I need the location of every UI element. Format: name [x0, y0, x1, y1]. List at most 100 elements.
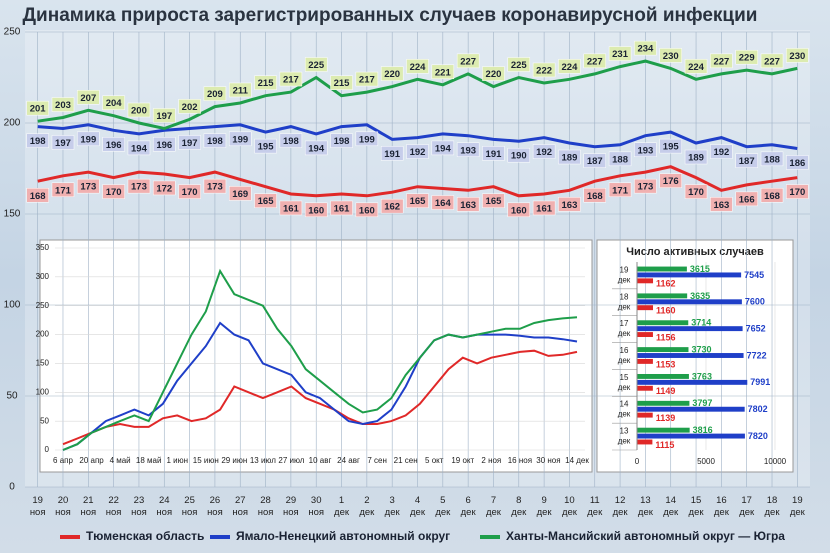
label-bg: [684, 59, 708, 74]
x-tick-label: 2 дек: [359, 495, 375, 518]
label-bg: [26, 187, 49, 203]
data-label: 188: [612, 154, 628, 165]
data-label: 197: [55, 138, 71, 149]
x-tick-label: 17 дек: [739, 495, 755, 518]
label-bg: [406, 144, 429, 159]
data-label: 209: [207, 89, 223, 100]
chart-title: Динамика прироста зарегистрированных слу…: [23, 5, 758, 26]
data-label: 230: [789, 51, 805, 62]
x-tick-label: 12 дек: [613, 495, 629, 518]
data-label: 1115: [655, 440, 674, 450]
label-bg: [735, 49, 758, 65]
data-label: 217: [359, 75, 375, 86]
bar: [637, 358, 653, 364]
label-bg: [127, 102, 151, 118]
label-bg: [26, 133, 49, 148]
data-label: 189: [562, 153, 578, 164]
label-bg: [127, 178, 151, 194]
label-bg: [355, 131, 379, 147]
data-label: 3615: [690, 264, 710, 274]
label-bg: [77, 178, 100, 194]
label-bg: [684, 184, 708, 199]
label-bg: [583, 53, 607, 69]
x-tick-label: 24 ноя: [156, 495, 172, 518]
label-bg: [406, 193, 429, 208]
data-label: 199: [359, 134, 375, 145]
data-label: 7652: [746, 324, 766, 334]
legend-label: Тюменская область: [86, 529, 204, 543]
label-bg: [532, 62, 556, 78]
label-bg: [153, 137, 176, 152]
series-line: [62, 268, 578, 451]
label-bg: [608, 151, 632, 167]
label-bg: [684, 149, 708, 165]
label-bg: [380, 198, 404, 214]
y-tick-label: 18 дек: [618, 292, 631, 311]
data-label: 196: [106, 140, 122, 151]
data-label: 169: [232, 189, 248, 200]
series-line: [37, 59, 798, 131]
label-bg: [330, 75, 353, 90]
data-label: 215: [258, 78, 275, 89]
bar: [637, 412, 653, 418]
label-bg: [51, 182, 75, 198]
label-bg: [304, 57, 328, 72]
data-label: 193: [460, 145, 476, 156]
data-label: 160: [308, 205, 324, 216]
x-tick-label: 19 дек: [790, 495, 806, 518]
y-tick-label: 100: [4, 300, 21, 311]
x-tick-label: 4 дек: [410, 495, 426, 518]
y-tick-label: 14 дек: [618, 400, 631, 419]
data-label: 7545: [744, 270, 764, 280]
data-label: 227: [460, 56, 476, 67]
label-bg: [558, 197, 581, 212]
data-label: 220: [384, 69, 400, 80]
label-bg: [228, 186, 252, 201]
x-tick-label: 23 ноя: [131, 495, 147, 518]
label-bg: [203, 86, 227, 101]
label-bg: [153, 180, 176, 196]
data-label: 7820: [748, 431, 768, 441]
data-label: 160: [511, 205, 527, 216]
data-label: 173: [131, 182, 147, 193]
x-tick-label: 6 апр: [53, 456, 73, 465]
data-label: 191: [486, 149, 503, 160]
data-label: 164: [435, 198, 452, 209]
series-line: [62, 321, 578, 451]
series-line: [37, 123, 798, 150]
bar: [637, 266, 687, 272]
data-label: 199: [232, 134, 248, 145]
data-label: 225: [308, 60, 325, 71]
data-label: 163: [562, 200, 578, 211]
data-label: 222: [536, 65, 552, 76]
label-bg: [760, 151, 784, 167]
label-bg: [659, 138, 682, 154]
bar: [637, 353, 744, 358]
bar: [637, 326, 743, 332]
label-bg: [507, 57, 531, 72]
label-bg: [532, 144, 556, 159]
y-tick-label: 13 дек: [618, 427, 631, 446]
data-label: 211: [233, 85, 249, 96]
data-label: 7722: [747, 350, 767, 360]
label-bg: [304, 202, 328, 218]
x-tick-label: 5 окт: [425, 456, 444, 465]
data-label: 7600: [745, 297, 765, 307]
data-label: 163: [713, 200, 729, 211]
data-label: 199: [80, 134, 96, 145]
label-bg: [532, 200, 556, 216]
label-bg: [710, 53, 733, 69]
label-bg: [482, 66, 505, 81]
x-tick-label: 18 май: [136, 456, 162, 465]
data-label: 225: [511, 60, 528, 71]
x-tick-label: 14 дек: [663, 495, 679, 518]
label-bg: [380, 66, 404, 81]
bar: [637, 293, 688, 299]
data-label: 161: [536, 203, 553, 214]
data-label: 224: [688, 62, 705, 73]
data-label: 162: [384, 202, 400, 213]
legend-label: Ямало-Ненецкий автономный округ: [236, 529, 450, 543]
bar: [637, 406, 745, 412]
label-bg: [26, 100, 49, 116]
bar: [637, 305, 654, 311]
